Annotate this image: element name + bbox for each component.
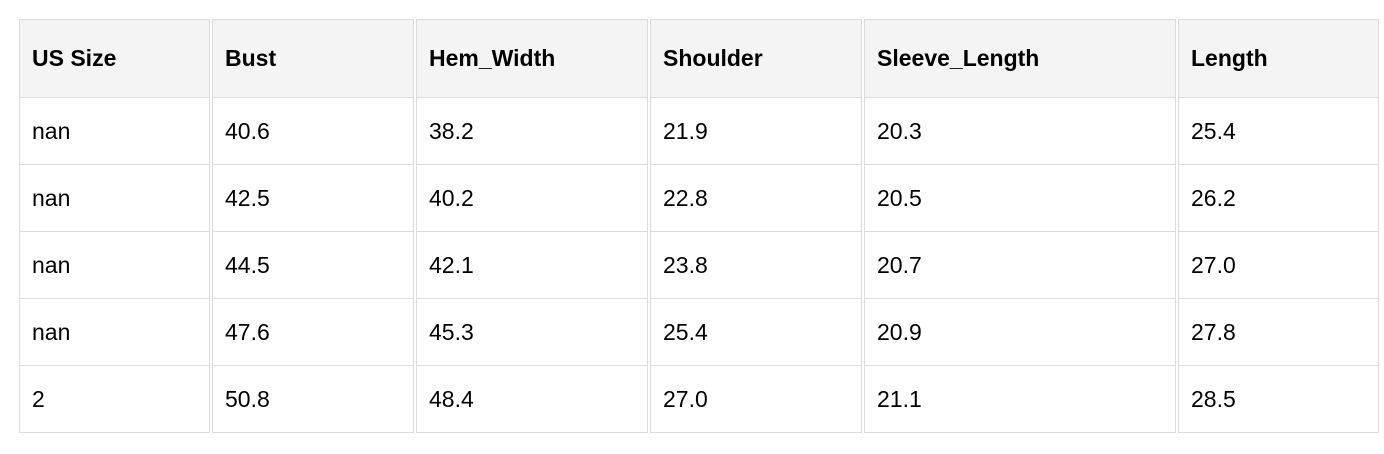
header-hem-width: Hem_Width [416,19,648,98]
cell-sleeve-length: 20.3 [864,98,1176,165]
header-length: Length [1178,19,1379,98]
cell-length: 25.4 [1178,98,1379,165]
cell-bust: 40.6 [212,98,414,165]
cell-length: 27.0 [1178,232,1379,299]
cell-shoulder: 25.4 [650,299,862,366]
cell-us-size: nan [19,165,210,232]
cell-sleeve-length: 20.5 [864,165,1176,232]
cell-shoulder: 23.8 [650,232,862,299]
cell-hem-width: 45.3 [416,299,648,366]
cell-hem-width: 40.2 [416,165,648,232]
cell-shoulder: 21.9 [650,98,862,165]
table-row: nan 40.6 38.2 21.9 20.3 25.4 [19,98,1379,165]
cell-length: 26.2 [1178,165,1379,232]
cell-shoulder: 27.0 [650,366,862,433]
cell-length: 27.8 [1178,299,1379,366]
header-sleeve-length: Sleeve_Length [864,19,1176,98]
cell-hem-width: 42.1 [416,232,648,299]
cell-shoulder: 22.8 [650,165,862,232]
table-row: nan 42.5 40.2 22.8 20.5 26.2 [19,165,1379,232]
header-bust: Bust [212,19,414,98]
size-chart-table: US Size Bust Hem_Width Shoulder Sleeve_L… [17,19,1381,433]
header-us-size: US Size [19,19,210,98]
cell-bust: 44.5 [212,232,414,299]
table-row: nan 47.6 45.3 25.4 20.9 27.8 [19,299,1379,366]
table-row: 2 50.8 48.4 27.0 21.1 28.5 [19,366,1379,433]
header-row: US Size Bust Hem_Width Shoulder Sleeve_L… [19,19,1379,98]
cell-hem-width: 48.4 [416,366,648,433]
cell-hem-width: 38.2 [416,98,648,165]
cell-bust: 42.5 [212,165,414,232]
cell-length: 28.5 [1178,366,1379,433]
cell-sleeve-length: 20.9 [864,299,1176,366]
cell-sleeve-length: 20.7 [864,232,1176,299]
cell-us-size: nan [19,232,210,299]
table-row: nan 44.5 42.1 23.8 20.7 27.0 [19,232,1379,299]
cell-bust: 47.6 [212,299,414,366]
cell-us-size: nan [19,299,210,366]
cell-sleeve-length: 21.1 [864,366,1176,433]
cell-bust: 50.8 [212,366,414,433]
cell-us-size: nan [19,98,210,165]
header-shoulder: Shoulder [650,19,862,98]
cell-us-size: 2 [19,366,210,433]
